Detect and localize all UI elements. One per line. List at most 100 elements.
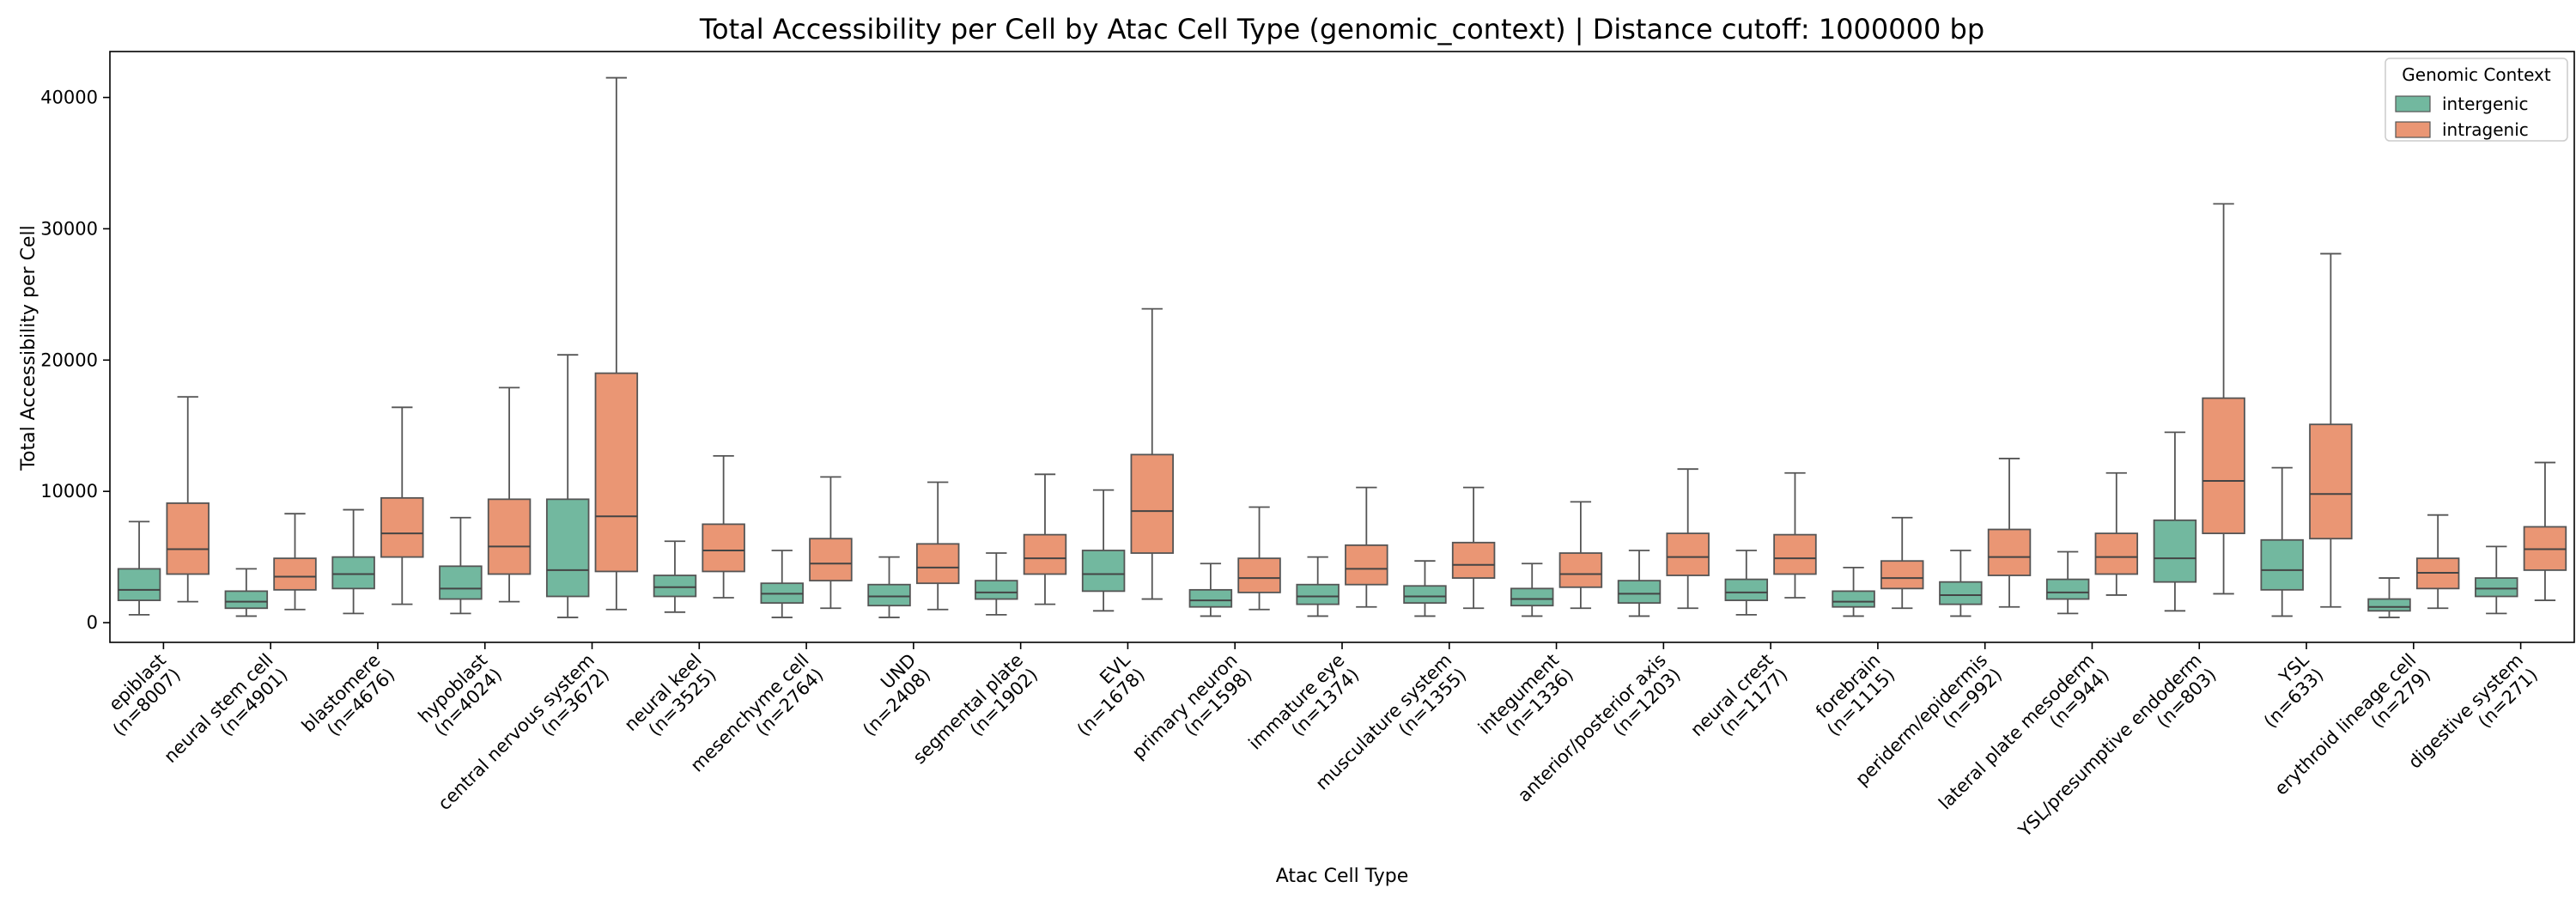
iqr-box — [1666, 532, 1710, 576]
iqr-box — [2367, 598, 2411, 612]
box-intergenic — [1617, 550, 1662, 617]
iqr-box — [331, 556, 375, 590]
iqr-box — [545, 498, 590, 598]
iqr-box — [1403, 585, 1447, 605]
iqr-box — [2153, 519, 2197, 583]
chart-title: Total Accessibility per Cell by Atac Cel… — [699, 13, 1984, 46]
box-intergenic — [760, 550, 804, 618]
box-intragenic — [1987, 458, 2032, 608]
box-intragenic — [1666, 468, 1710, 610]
box-intragenic — [702, 454, 745, 599]
iqr-box — [1081, 550, 1126, 593]
iqr-box — [166, 502, 210, 575]
iqr-box — [273, 557, 317, 591]
y-tick-label: 30000 — [40, 218, 98, 239]
box-intragenic — [380, 406, 424, 605]
box-intragenic — [1023, 473, 1067, 605]
box-intergenic — [2367, 577, 2411, 618]
box-intergenic — [1296, 556, 1340, 617]
box-intragenic — [2415, 514, 2460, 610]
legend-swatch-intragenic — [2395, 121, 2431, 138]
box-intragenic — [1880, 516, 1924, 610]
box-intergenic — [224, 568, 269, 617]
box-intergenic — [2475, 545, 2518, 615]
iqr-box — [2094, 532, 2139, 575]
legend-entry-intragenic: intragenic — [2442, 119, 2529, 140]
box-intragenic — [487, 386, 532, 603]
box-intergenic — [117, 520, 161, 616]
box-intergenic — [439, 516, 483, 615]
box-intergenic — [975, 552, 1018, 616]
legend-entry-intergenic: intergenic — [2442, 94, 2528, 114]
iqr-box — [380, 496, 424, 558]
plot-area — [109, 51, 2575, 643]
legend-box — [2385, 58, 2568, 142]
box-intergenic — [1510, 562, 1554, 617]
iqr-box — [1939, 581, 1983, 605]
box-intergenic — [1188, 562, 1233, 617]
iqr-box — [487, 498, 532, 575]
box-intergenic — [331, 508, 375, 615]
iqr-box — [1345, 544, 1388, 586]
box-intergenic — [2260, 466, 2304, 617]
iqr-box — [1987, 528, 2032, 576]
legend-title: Genomic Context — [2402, 64, 2551, 85]
x-axis-label: Atac Cell Type — [1276, 866, 1409, 887]
iqr-box — [2309, 423, 2353, 540]
box-intragenic — [2094, 471, 2139, 596]
iqr-box — [1773, 533, 1817, 575]
box-intragenic — [1345, 486, 1388, 608]
box-intergenic — [867, 556, 911, 618]
box-intragenic — [1773, 471, 1817, 599]
iqr-box — [1832, 590, 1875, 608]
y-tick-label: 40000 — [40, 88, 98, 108]
box-intergenic — [2153, 431, 2197, 612]
y-tick-label: 10000 — [40, 481, 98, 502]
box-intragenic — [594, 76, 639, 611]
box-intragenic — [915, 481, 960, 611]
iqr-box — [915, 543, 960, 585]
box-intragenic — [1558, 501, 1603, 610]
iqr-box — [1558, 552, 1603, 588]
iqr-box — [594, 372, 639, 573]
box-intragenic — [166, 396, 210, 603]
legend-swatch-intergenic — [2395, 95, 2431, 112]
box-intergenic — [653, 540, 697, 613]
box-intergenic — [1081, 489, 1126, 612]
legend: Genomic Context intergenic intragenic — [2385, 58, 2568, 142]
iqr-box — [1130, 453, 1175, 554]
box-intergenic — [1832, 566, 1875, 617]
iqr-box — [1237, 557, 1281, 593]
box-intergenic — [1724, 550, 1769, 616]
box-intragenic — [273, 513, 317, 611]
box-intergenic — [1939, 550, 1983, 617]
y-axis: 0 10000 20000 30000 40000 — [40, 88, 110, 633]
iqr-box — [224, 590, 269, 610]
iqr-box — [975, 580, 1018, 600]
iqr-box — [1880, 560, 1924, 590]
box-intragenic — [1451, 486, 1496, 610]
iqr-box — [1296, 583, 1340, 605]
iqr-box — [1451, 541, 1496, 579]
iqr-box — [2260, 538, 2304, 591]
box-intergenic — [545, 354, 590, 618]
box-intergenic — [2045, 550, 2090, 615]
iqr-box — [2475, 577, 2518, 598]
iqr-box — [1023, 533, 1067, 575]
iqr-box — [1724, 578, 1769, 601]
y-tick-label: 0 — [87, 612, 98, 633]
iqr-box — [809, 538, 853, 582]
iqr-box — [1510, 587, 1554, 607]
iqr-box — [2045, 578, 2090, 600]
box-intragenic — [1130, 307, 1175, 600]
box-intergenic — [1403, 560, 1447, 617]
iqr-box — [867, 583, 911, 607]
iqr-box — [1188, 588, 1233, 608]
iqr-box — [1617, 580, 1662, 605]
iqr-box — [702, 523, 745, 573]
iqr-box — [439, 565, 483, 600]
box-intragenic — [809, 476, 853, 610]
iqr-box — [653, 575, 697, 598]
